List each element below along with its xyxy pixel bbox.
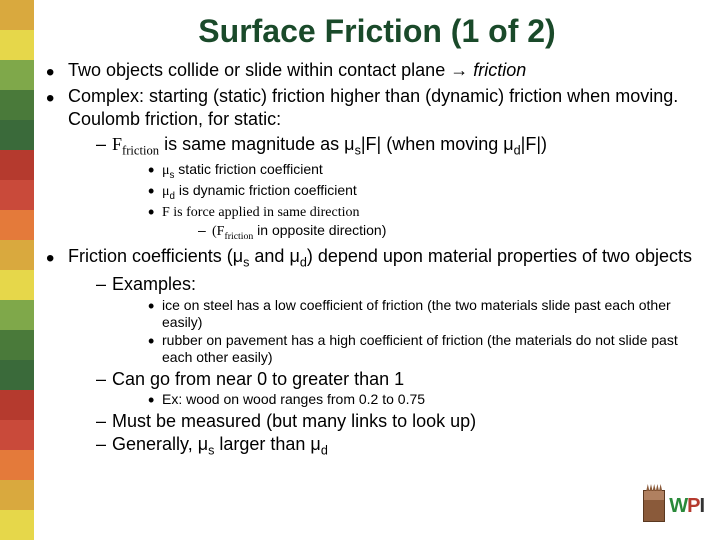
logo-tower-icon — [643, 490, 665, 522]
sub2-bullet: μd is dynamic friction coefficient — [148, 182, 708, 203]
bullet-2: Complex: starting (static) friction high… — [46, 85, 708, 244]
sub2-bullet: μs static friction coefficient — [148, 161, 708, 182]
side-stripes — [0, 0, 34, 540]
t: friction — [224, 231, 253, 242]
sub-bullet: Examples: ice on steel has a low coeffic… — [96, 273, 708, 367]
t: d — [514, 144, 521, 158]
t: Must be measured (but many links to look… — [112, 411, 476, 431]
sub2-bullet: ice on steel has a low coefficient of fr… — [148, 297, 708, 332]
t: ice on steel has a low coefficient of fr… — [162, 297, 671, 331]
slide-title: Surface Friction (1 of 2) — [46, 14, 708, 49]
t: d — [300, 256, 307, 270]
sub2-bullet: rubber on pavement has a high coefficien… — [148, 332, 708, 367]
sub-bullet: Can go from near 0 to greater than 1 Ex:… — [96, 368, 708, 409]
t: (F — [212, 224, 224, 239]
t: μ — [162, 163, 170, 178]
t: rubber on pavement has a high coefficien… — [162, 332, 678, 366]
sub2-bullet: F is force applied in same direction (Ff… — [148, 203, 708, 244]
t: |F| (when moving μ — [361, 134, 514, 154]
t: Ex: wood on wood ranges from 0.2 to 0.75 — [162, 391, 425, 407]
wpi-logo: WPI — [643, 490, 704, 522]
t: Examples: — [112, 274, 196, 294]
sub-bullet: Must be measured (but many links to look… — [96, 410, 708, 433]
t: |F|) — [521, 134, 547, 154]
text: Two objects collide or slide within cont… — [68, 60, 473, 80]
t: larger than μ — [214, 434, 320, 454]
t: friction — [122, 144, 159, 158]
sub-bullet: Generally, μs larger than μd — [96, 433, 708, 459]
sub2-bullet: Ex: wood on wood ranges from 0.2 to 0.75 — [148, 391, 708, 409]
t: ) depend upon material properties of two… — [307, 246, 692, 266]
sub-bullet: Ffriction is same magnitude as μs|F| (wh… — [96, 133, 708, 243]
t: is dynamic friction coefficient — [175, 182, 357, 198]
t: static friction coefficient — [174, 161, 322, 177]
slide-content: Surface Friction (1 of 2) Two objects co… — [46, 14, 708, 462]
t: is same magnitude as μ — [159, 134, 354, 154]
t: d — [321, 444, 328, 458]
text: Complex: starting (static) friction high… — [68, 86, 678, 129]
t: μ — [162, 184, 170, 199]
text-em: friction — [473, 60, 526, 80]
sub3-bullet: (Ffriction in opposite direction) — [198, 222, 708, 243]
t: Can go from near 0 to greater than 1 — [112, 369, 404, 389]
t: F is force applied in same direction — [162, 205, 360, 220]
t: in opposite direction) — [253, 222, 386, 238]
bullet-3: Friction coefficients (μs and μd) depend… — [46, 245, 708, 459]
t: Generally, μ — [112, 434, 208, 454]
logo-text: WPI — [669, 495, 704, 518]
t: F — [112, 134, 122, 154]
t: and μ — [249, 246, 299, 266]
bullet-list: Two objects collide or slide within cont… — [46, 59, 708, 459]
bullet-1: Two objects collide or slide within cont… — [46, 59, 708, 82]
t: Friction coefficients (μ — [68, 246, 243, 266]
